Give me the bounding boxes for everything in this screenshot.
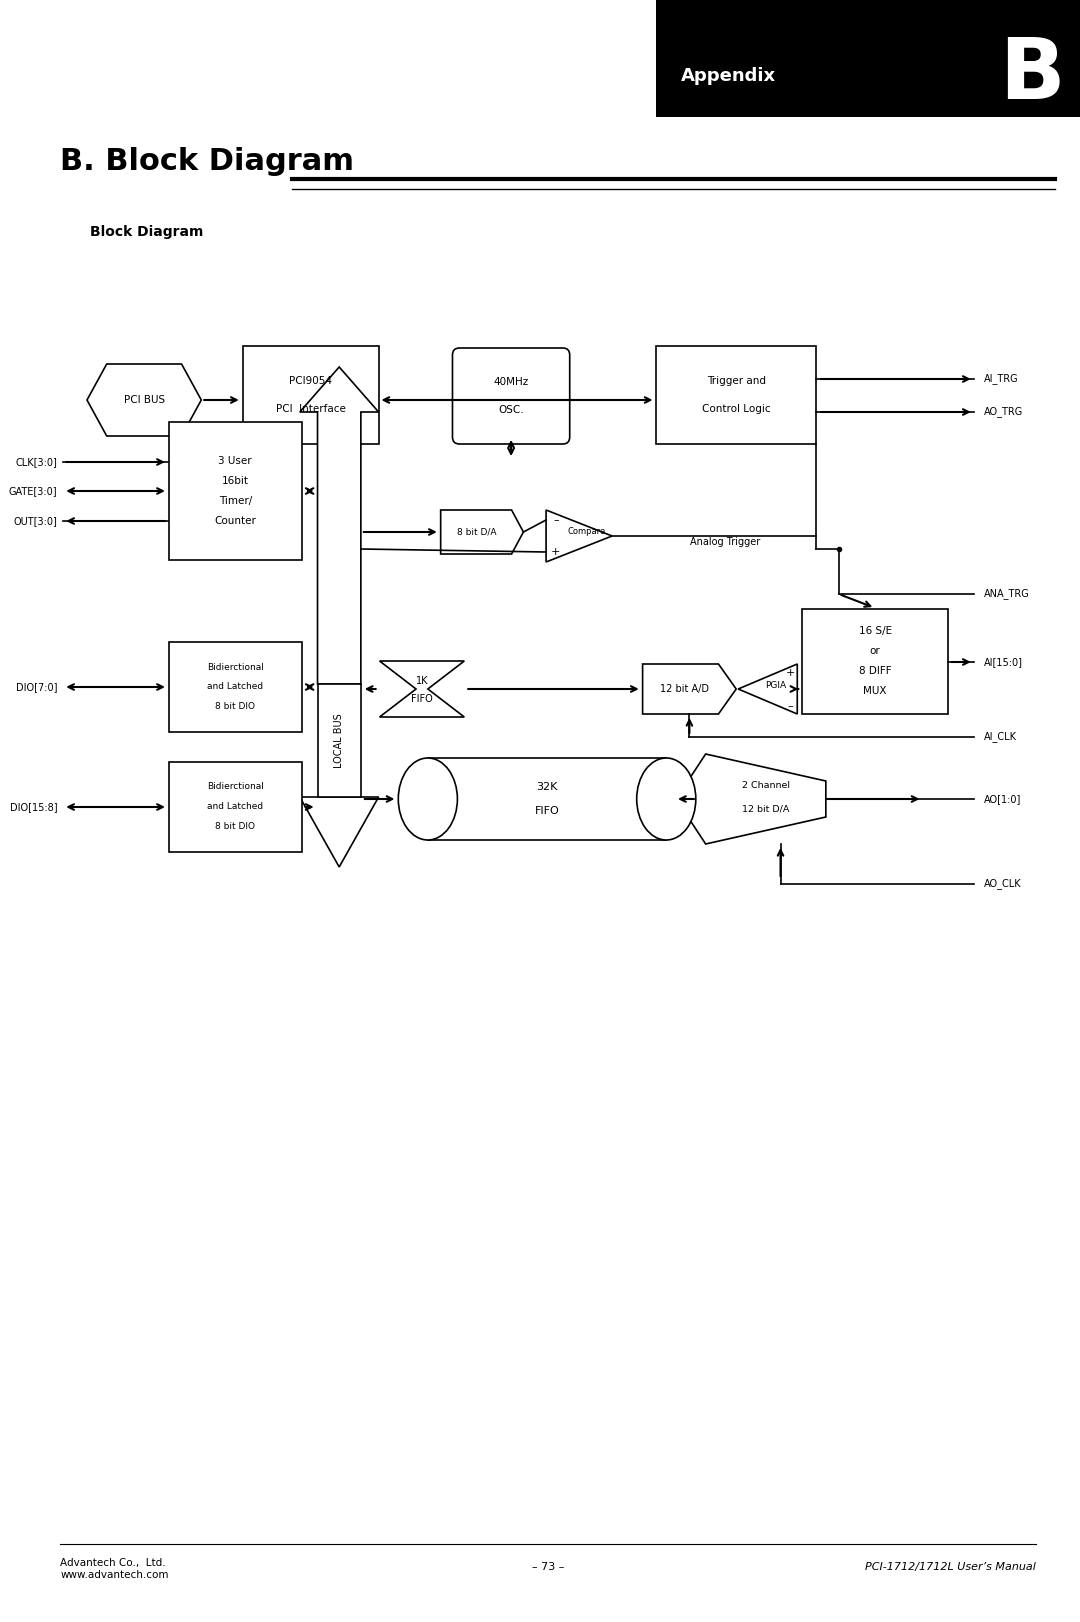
Text: 12 bit D/A: 12 bit D/A [742, 805, 789, 814]
Polygon shape [300, 367, 379, 684]
Text: Trigger and: Trigger and [706, 376, 766, 386]
Text: 8 bit D/A: 8 bit D/A [457, 527, 497, 537]
Text: MUX: MUX [863, 686, 887, 696]
Polygon shape [300, 796, 379, 868]
Text: and Latched: and Latched [207, 803, 264, 811]
Text: Control Logic: Control Logic [702, 404, 770, 414]
Text: 3 User: 3 User [218, 456, 252, 466]
Bar [657, 345, 816, 444]
Polygon shape [379, 662, 464, 717]
Text: –: – [553, 516, 558, 526]
Text: 12 bit A/D: 12 bit A/D [660, 684, 708, 694]
Text: – 73 –: – 73 – [531, 1562, 564, 1572]
Text: Counter: Counter [214, 516, 256, 526]
Text: PGIA: PGIA [765, 681, 786, 689]
Text: AO_CLK: AO_CLK [984, 879, 1021, 889]
Text: 8 DIFF: 8 DIFF [859, 667, 891, 676]
Text: Appendix: Appendix [681, 67, 777, 84]
Polygon shape [738, 663, 797, 714]
Text: CLK[3:0]: CLK[3:0] [15, 457, 57, 467]
Text: OUT[3:0]: OUT[3:0] [14, 516, 57, 526]
Polygon shape [441, 509, 524, 555]
Text: AI[15:0]: AI[15:0] [984, 657, 1023, 667]
Text: PCI  Interface: PCI Interface [275, 404, 346, 414]
Text: +: + [551, 547, 561, 556]
Text: B: B [1000, 34, 1065, 117]
Text: 1K: 1K [416, 676, 428, 686]
Text: 8 bit DIO: 8 bit DIO [215, 702, 255, 712]
Text: 16 S/E: 16 S/E [859, 626, 892, 636]
Text: DIO[7:0]: DIO[7:0] [16, 681, 57, 693]
Text: AI_TRG: AI_TRG [984, 373, 1018, 384]
Text: AI_CLK: AI_CLK [984, 732, 1016, 743]
Text: Timer/: Timer/ [218, 496, 252, 506]
Text: AO[1:0]: AO[1:0] [984, 795, 1021, 805]
Bar [168, 762, 301, 852]
Text: PCI BUS: PCI BUS [123, 396, 165, 406]
Text: Compare: Compare [568, 527, 606, 537]
Bar [657, 0, 1080, 117]
Text: DIO[15:8]: DIO[15:8] [10, 801, 57, 813]
Text: Analog Trigger: Analog Trigger [690, 537, 760, 547]
Ellipse shape [637, 757, 696, 840]
Text: PCI-1712/1712L User’s Manual: PCI-1712/1712L User’s Manual [865, 1562, 1036, 1572]
Polygon shape [643, 663, 737, 714]
Ellipse shape [399, 757, 458, 840]
Bar [802, 608, 948, 714]
Bar [168, 422, 301, 560]
Polygon shape [546, 509, 612, 561]
Text: FIFO: FIFO [535, 806, 559, 816]
Text: Bidierctional: Bidierctional [207, 782, 264, 792]
Bar [168, 642, 301, 732]
Text: OSC.: OSC. [498, 406, 524, 415]
Text: 2 Channel: 2 Channel [742, 782, 789, 790]
Polygon shape [676, 754, 826, 843]
FancyBboxPatch shape [453, 349, 570, 444]
Bar [428, 757, 666, 840]
Bar [318, 684, 361, 796]
Text: Block Diagram: Block Diagram [90, 225, 203, 238]
Text: B. Block Diagram: B. Block Diagram [60, 148, 354, 177]
Text: PCI9054: PCI9054 [289, 376, 333, 386]
Text: LOCAL BUS: LOCAL BUS [334, 714, 345, 767]
Text: GATE[3:0]: GATE[3:0] [9, 487, 57, 496]
Text: or: or [869, 647, 880, 657]
Text: and Latched: and Latched [207, 683, 264, 691]
Text: Bidierctional: Bidierctional [207, 662, 264, 672]
Text: 32K: 32K [537, 782, 557, 792]
Polygon shape [87, 363, 201, 436]
Text: 40MHz: 40MHz [494, 376, 529, 388]
Text: FIFO: FIFO [411, 694, 433, 704]
Text: +: + [785, 668, 795, 678]
Text: Advantech Co.,  Ltd.
www.advantech.com: Advantech Co., Ltd. www.advantech.com [60, 1559, 168, 1580]
Text: AO_TRG: AO_TRG [984, 407, 1023, 417]
Text: –: – [787, 701, 793, 710]
Bar [243, 345, 379, 444]
Text: ANA_TRG: ANA_TRG [984, 589, 1029, 600]
Text: 8 bit DIO: 8 bit DIO [215, 822, 255, 832]
Text: 16bit: 16bit [221, 475, 248, 487]
